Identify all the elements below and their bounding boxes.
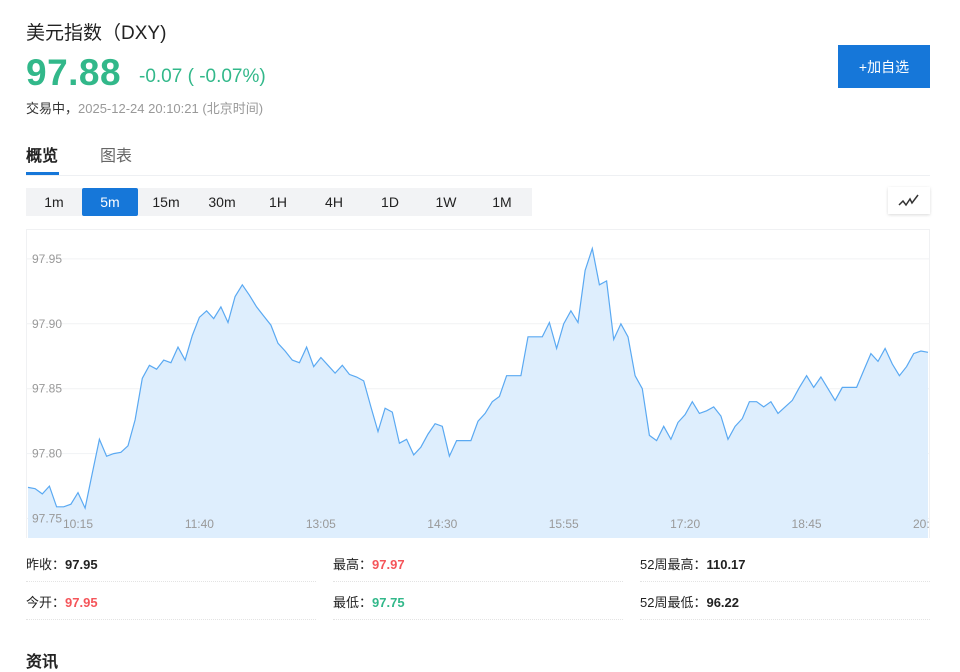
x-tick-label: 13:05	[306, 517, 336, 531]
interval-5m[interactable]: 5m	[82, 188, 138, 216]
interval-4h[interactable]: 4H	[325, 194, 343, 210]
y-tick-label: 97.95	[32, 252, 62, 266]
price-chart[interactable]: 97.75 97.80 97.85 97.90 97.95 10:15 11:40 13:0…	[26, 229, 930, 538]
stat-value: 96.22	[706, 595, 740, 610]
stat-item: 52周最低：96.22	[640, 592, 739, 611]
stat-item: 52周最高：110.17	[640, 554, 746, 573]
stat-label: 最高：	[333, 557, 373, 572]
stat-label: 最低：	[333, 595, 373, 610]
stat-divider	[640, 619, 930, 620]
line-chart-icon	[898, 194, 919, 206]
stat-item: 今开：97.95	[26, 592, 98, 611]
interval-1w[interactable]: 1W	[435, 194, 457, 210]
tab-overview[interactable]: 概览	[26, 148, 59, 165]
stat-label: 今开：	[26, 595, 66, 610]
price-change: -0.07 ( -0.07%)	[139, 66, 266, 87]
interval-1d[interactable]: 1D	[381, 194, 399, 210]
chart-type-button[interactable]	[888, 187, 930, 214]
stat-value: 97.97	[372, 557, 405, 572]
y-tick-label: 97.85	[32, 382, 62, 396]
x-tick-label: 17:20	[670, 517, 700, 531]
stat-label: 52周最低：	[640, 595, 707, 610]
stat-value: 97.95	[65, 557, 98, 572]
stat-divider	[333, 581, 623, 582]
trading-status: 交易中，2025-12-24 20:10:21 (北京时间)	[26, 98, 263, 117]
price-line	[27, 246, 929, 511]
stat-divider	[640, 581, 930, 582]
tab-chart[interactable]: 图表	[100, 148, 133, 165]
interval-30m[interactable]: 30m	[208, 194, 236, 210]
interval-15m[interactable]: 15m	[152, 194, 180, 210]
x-tick-label: 11:40	[185, 517, 214, 531]
x-tick-label: 10:15	[63, 517, 93, 531]
active-tab-indicator	[26, 172, 59, 175]
x-tick-label: 20:10	[913, 517, 930, 531]
price-area	[28, 248, 928, 538]
y-tick-label: 97.75	[32, 512, 62, 526]
interval-selector: 1m 5m 15m 30m 1H 4H 1D 1W 1M	[26, 188, 532, 216]
interval-1mo[interactable]: 1M	[492, 194, 512, 210]
timezone: (北京时间)	[202, 101, 264, 116]
interval-1m[interactable]: 1m	[44, 194, 64, 210]
x-tick-label: 14:30	[427, 517, 457, 531]
stat-label: 52周最高：	[640, 557, 707, 572]
interval-1h[interactable]: 1H	[269, 194, 287, 210]
stat-item: 最高：97.97	[333, 554, 405, 573]
x-tick-label: 18:45	[792, 517, 822, 531]
status-label: 交易中，	[26, 101, 79, 116]
stat-value: 97.95	[65, 595, 98, 610]
page-title: 美元指数（DXY)	[26, 23, 167, 44]
tabs-divider	[26, 175, 930, 176]
stat-item: 昨收：97.95	[26, 554, 98, 573]
y-tick-label: 97.80	[32, 447, 62, 461]
current-price: 97.88	[26, 52, 122, 93]
stat-value: 97.75	[372, 595, 405, 610]
stat-divider	[26, 619, 316, 620]
add-to-watchlist-button[interactable]: +加自选	[838, 45, 930, 88]
x-tick-label: 15:55	[549, 517, 579, 531]
stat-divider	[26, 581, 316, 582]
stat-divider	[333, 619, 623, 620]
timestamp: 2025-12-24 20:10:21	[78, 101, 199, 116]
y-tick-label: 97.90	[32, 317, 62, 331]
chart-frame	[26, 229, 930, 538]
stat-label: 昨收：	[26, 557, 66, 572]
stat-item: 最低：97.75	[333, 592, 405, 611]
news-heading: 资讯	[26, 654, 59, 671]
stat-value: 110.17	[706, 557, 746, 572]
